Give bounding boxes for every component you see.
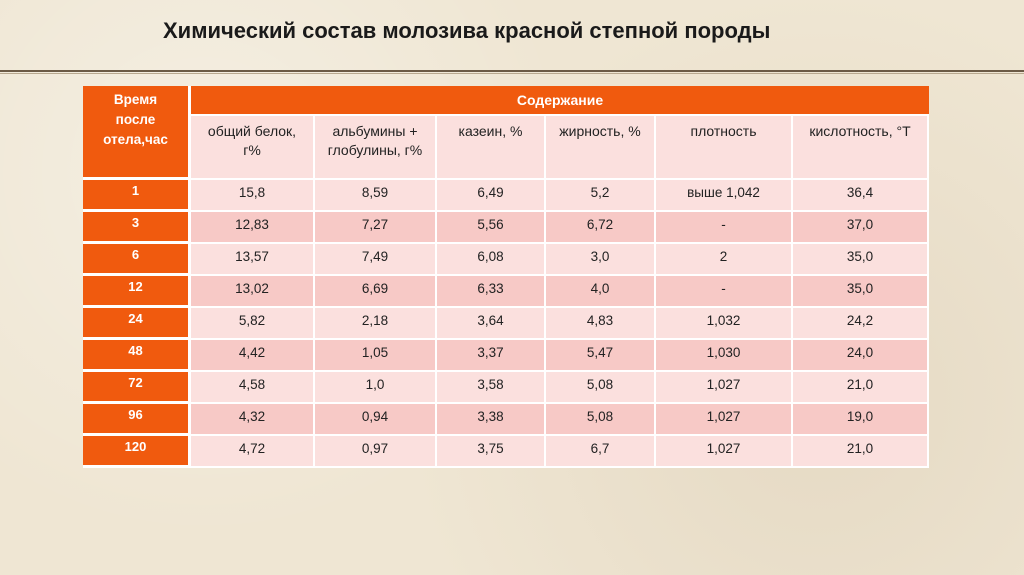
table-cell: 1,027 xyxy=(656,404,793,436)
column-header: плотность xyxy=(656,116,793,180)
table-cell: 8,59 xyxy=(315,180,437,212)
time-header: Время после отела,час xyxy=(83,86,191,180)
time-header-line: после xyxy=(115,112,156,127)
table-cell: выше 1,042 xyxy=(656,180,793,212)
table-cell: 7,27 xyxy=(315,212,437,244)
table-cell: - xyxy=(656,276,793,308)
table-row: 1 15,8 8,59 6,49 5,2 выше 1,042 36,4 xyxy=(83,180,929,212)
column-header-line: жирность, % xyxy=(559,123,641,139)
table-cell: 5,2 xyxy=(546,180,656,212)
table-cell: 36,4 xyxy=(793,180,929,212)
table-row: 12 13,02 6,69 6,33 4,0-35,0 xyxy=(83,276,929,308)
table-cell: 24,2 xyxy=(793,308,929,340)
table-cell: 15,8 xyxy=(191,180,315,212)
table-cell: 3,38 xyxy=(437,404,546,436)
column-header-line: казеин, % xyxy=(458,123,523,139)
table-cell: 1,032 xyxy=(656,308,793,340)
table-row: 72 4,58 1,0 3,58 5,08 1,027 21,0 xyxy=(83,372,929,404)
table-cell: 24,0 xyxy=(793,340,929,372)
colostrum-composition-table: Время после отела,час Содержание общий б… xyxy=(83,86,929,468)
table-cell: 12,83 xyxy=(191,212,315,244)
time-cell: 1 xyxy=(83,180,191,212)
table-cell: 6,33 xyxy=(437,276,546,308)
table-cell: 4,0 xyxy=(546,276,656,308)
table-row: 3 12,83 7,27 5,56 6,72-37,0 xyxy=(83,212,929,244)
table-cell: 7,49 xyxy=(315,244,437,276)
column-header-line: альбумины + xyxy=(332,123,418,139)
time-cell: 96 xyxy=(83,404,191,436)
column-header-line: глобулины, г% xyxy=(327,142,423,158)
table-row: 24 5,82 2,18 3,64 4,83 1,032 24,2 xyxy=(83,308,929,340)
table-cell: 3,37 xyxy=(437,340,546,372)
table-cell: 5,47 xyxy=(546,340,656,372)
table-cell: 1,027 xyxy=(656,372,793,404)
title-divider-shadow xyxy=(0,73,1024,74)
table-cell: 6,72 xyxy=(546,212,656,244)
table-cell: 21,0 xyxy=(793,436,929,468)
table-cell: 0,94 xyxy=(315,404,437,436)
table-cell: 19,0 xyxy=(793,404,929,436)
table-row: 48 4,42 1,05 3,37 5,47 1,030 24,0 xyxy=(83,340,929,372)
table-cell: 4,58 xyxy=(191,372,315,404)
time-header-line: Время xyxy=(113,92,158,107)
table-cell: 21,0 xyxy=(793,372,929,404)
column-header-line: кислотность, °Т xyxy=(809,123,911,139)
time-cell: 48 xyxy=(83,340,191,372)
table-cell: 4,42 xyxy=(191,340,315,372)
table-cell: 5,08 xyxy=(546,372,656,404)
time-header-line: отела,час xyxy=(103,132,168,147)
table-cell: 1,030 xyxy=(656,340,793,372)
table-cell: - xyxy=(656,212,793,244)
table-cell: 3,75 xyxy=(437,436,546,468)
column-header-line: плотность xyxy=(690,123,757,139)
table-cell: 37,0 xyxy=(793,212,929,244)
table-cell: 3,64 xyxy=(437,308,546,340)
table-row: 6 13,57 7,49 6,08 3,0 2 35,0 xyxy=(83,244,929,276)
table-cell: 2 xyxy=(656,244,793,276)
column-header-line: общий белок, xyxy=(207,123,297,139)
time-cell: 24 xyxy=(83,308,191,340)
table-cell: 35,0 xyxy=(793,244,929,276)
table-cell: 6,7 xyxy=(546,436,656,468)
table-cell: 5,08 xyxy=(546,404,656,436)
table-cell: 4,32 xyxy=(191,404,315,436)
time-cell: 120 xyxy=(83,436,191,468)
table-cell: 13,02 xyxy=(191,276,315,308)
table-row: 96 4,32 0,94 3,38 5,08 1,027 19,0 xyxy=(83,404,929,436)
table-row: 120 4,72 0,97 3,75 6,7 1,027 21,0 xyxy=(83,436,929,468)
table-cell: 4,83 xyxy=(546,308,656,340)
time-cell: 6 xyxy=(83,244,191,276)
column-header-line: г% xyxy=(243,142,261,158)
table-cell: 6,08 xyxy=(437,244,546,276)
table-cell: 1,0 xyxy=(315,372,437,404)
table-cell: 5,82 xyxy=(191,308,315,340)
time-cell: 12 xyxy=(83,276,191,308)
title-divider xyxy=(0,70,1024,72)
table-cell: 35,0 xyxy=(793,276,929,308)
table-cell: 6,69 xyxy=(315,276,437,308)
column-header: кислотность, °Т xyxy=(793,116,929,180)
column-header: жирность, % xyxy=(546,116,656,180)
column-header: казеин, % xyxy=(437,116,546,180)
page-title: Химический состав молозива красной степн… xyxy=(163,18,771,43)
table-cell: 0,97 xyxy=(315,436,437,468)
table-cell: 4,72 xyxy=(191,436,315,468)
table-cell: 3,0 xyxy=(546,244,656,276)
table-cell: 1,027 xyxy=(656,436,793,468)
table-cell: 3,58 xyxy=(437,372,546,404)
content-group-header: Содержание xyxy=(191,86,929,116)
table-cell: 6,49 xyxy=(437,180,546,212)
table-cell: 13,57 xyxy=(191,244,315,276)
table-cell: 1,05 xyxy=(315,340,437,372)
column-header: альбумины + глобулины, г% xyxy=(315,116,437,180)
time-cell: 3 xyxy=(83,212,191,244)
table-cell: 2,18 xyxy=(315,308,437,340)
column-header: общий белок, г% xyxy=(191,116,315,180)
time-cell: 72 xyxy=(83,372,191,404)
table-cell: 5,56 xyxy=(437,212,546,244)
